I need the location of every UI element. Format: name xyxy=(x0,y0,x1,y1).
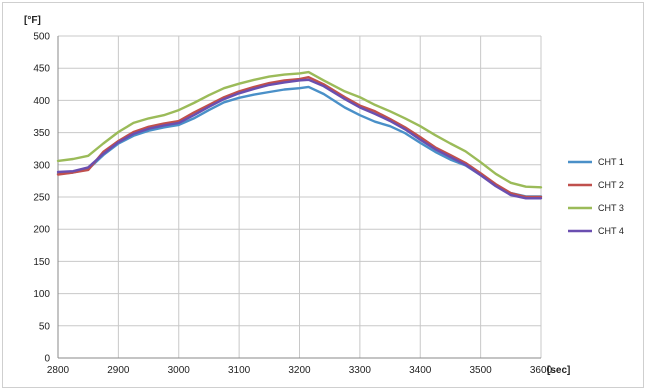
series-line-cht-3 xyxy=(56,70,543,189)
x-tick-label: 3100 xyxy=(228,365,251,376)
y-tick-label: 400 xyxy=(33,96,50,107)
legend-label-cht-1: CHT 1 xyxy=(598,157,624,167)
x-tick-label: 3500 xyxy=(470,365,493,376)
y-axis-label: [°F] xyxy=(24,15,41,26)
y-tick-label: 250 xyxy=(33,193,50,204)
y-tick-label: 500 xyxy=(33,32,50,43)
y-tick-label: 200 xyxy=(33,225,50,236)
y-tick-label: 450 xyxy=(33,64,50,75)
y-tick-label: 50 xyxy=(39,321,51,332)
y-tick-label: 0 xyxy=(44,354,50,365)
legend-label-cht-2: CHT 2 xyxy=(598,180,624,190)
legend-label-cht-3: CHT 3 xyxy=(598,203,624,213)
x-tick-label: 2800 xyxy=(47,365,70,376)
x-tick-label: 3000 xyxy=(168,365,191,376)
x-tick-label: 3600 xyxy=(530,365,553,376)
legend-label-cht-4: CHT 4 xyxy=(598,226,624,236)
x-tick-label: 3400 xyxy=(409,365,432,376)
x-tick-label: 3200 xyxy=(288,365,311,376)
y-tick-label: 100 xyxy=(33,289,50,300)
series-line-cht-2 xyxy=(56,76,543,199)
y-tick-label: 300 xyxy=(33,160,50,171)
series-line-cht-4 xyxy=(56,78,543,200)
x-tick-label: 2900 xyxy=(107,365,130,376)
y-tick-label: 150 xyxy=(33,257,50,268)
y-tick-label: 350 xyxy=(33,128,50,139)
x-axis-label: [sec] xyxy=(547,365,570,376)
x-tick-label: 3300 xyxy=(349,365,372,376)
